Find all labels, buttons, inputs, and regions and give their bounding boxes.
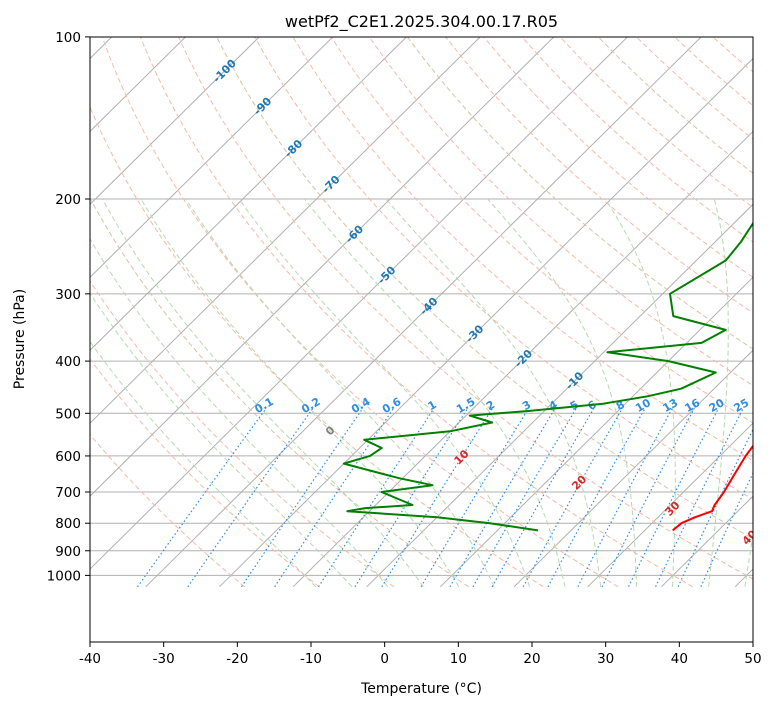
moist-adiabat [604, 198, 676, 587]
dry-adiabat [90, 358, 320, 588]
y-tick-label: 800 [55, 516, 81, 532]
dry-adiabat [90, 197, 469, 588]
moist-adiabat [385, 198, 602, 587]
dewpoint-profile-line [342, 221, 753, 532]
y-tick-label: 700 [55, 485, 81, 501]
moist-adiabat [708, 198, 729, 587]
chart-title: wetPf2_C2E1.2025.304.00.17.R05 [285, 12, 558, 32]
moist-adiabat [304, 198, 566, 587]
moist-adiabat [487, 198, 637, 587]
isotherm-gridline [90, 37, 481, 424]
mixing-ratio-line [491, 408, 595, 588]
mixing-ratio-line [137, 408, 267, 588]
mixing-ratio-line [420, 408, 530, 588]
x-tick-label: 50 [744, 651, 761, 667]
isotherm-gridline [90, 37, 260, 206]
moist-adiabat [90, 292, 353, 588]
x-tick-label: 30 [597, 651, 614, 667]
x-tick-label: -30 [153, 651, 175, 667]
y-tick-label: 500 [55, 406, 81, 422]
y-tick-label: 100 [55, 30, 81, 46]
y-axis-label: Pressure (hPa) [12, 289, 28, 389]
dry-adiabat [407, 37, 753, 350]
moist-adiabat [238, 198, 531, 587]
isotherm-gridline [219, 57, 753, 588]
x-tick-label: -10 [300, 651, 322, 667]
y-tick-label: 900 [55, 544, 81, 560]
mixing-ratio-line [677, 428, 753, 588]
dry-adiabat [292, 37, 753, 462]
moist-adiabat [140, 198, 460, 588]
isotherm-gridline [90, 37, 407, 351]
isotherm-gridline [440, 276, 753, 588]
mixing-ratio-line [522, 408, 623, 588]
plot-frame [89, 36, 754, 643]
dry-adiabat [101, 37, 619, 588]
x-tick-label: -20 [226, 651, 248, 667]
y-tick-label: 1000 [47, 568, 81, 584]
isotherm-gridline [90, 37, 186, 133]
isotherm-gridline [90, 37, 555, 497]
dry-adiabat [445, 37, 753, 314]
moist-adiabat [101, 198, 424, 588]
dry-adiabat [330, 37, 753, 424]
mixing-ratio-label: 30 [752, 396, 772, 415]
mixing-ratio-line [449, 408, 556, 588]
moist-adiabat [90, 237, 389, 588]
x-tick-label: 20 [523, 651, 540, 667]
isotherm-gridline [90, 37, 628, 570]
y-tick-label: 600 [55, 449, 81, 465]
x-tick-label: 10 [450, 651, 467, 667]
dry-adiabat [216, 37, 753, 540]
isotherm-gridline [90, 37, 334, 279]
mixing-ratio-line [547, 408, 646, 588]
moist-adiabat [744, 531, 753, 587]
mixing-ratio-line [655, 408, 744, 588]
isotherm-gridline [292, 130, 753, 588]
mixing-ratio-line [187, 408, 314, 588]
moist-adiabat [90, 340, 317, 588]
mixing-ratio-line [274, 408, 394, 588]
x-tick-label: 0 [380, 651, 389, 667]
dry-adiabat [90, 280, 395, 588]
temperature-profile-line [672, 444, 753, 532]
moist-adiabat [185, 198, 495, 588]
y-tick-label: 200 [55, 192, 81, 208]
x-tick-label: -40 [79, 651, 101, 667]
y-tick-label: 400 [55, 354, 81, 370]
mixing-ratio-line [472, 408, 577, 588]
x-axis-label: Temperature (°C) [360, 681, 482, 697]
mixing-ratio-line [628, 408, 719, 588]
dry-adiabat [254, 37, 753, 500]
dry-adiabat [90, 433, 245, 588]
isotherm-gridline [513, 349, 753, 588]
isotherm-gridline [587, 422, 753, 588]
y-tick-label: 300 [55, 287, 81, 303]
mixing-ratio-line [577, 408, 673, 588]
x-tick-label: 40 [671, 651, 688, 667]
dry-adiabat [178, 37, 753, 580]
dry-adiabat [139, 37, 694, 588]
mixing-ratio-line [381, 408, 493, 588]
isotherm-gridline [145, 37, 702, 588]
mixing-ratio-line [601, 408, 695, 588]
